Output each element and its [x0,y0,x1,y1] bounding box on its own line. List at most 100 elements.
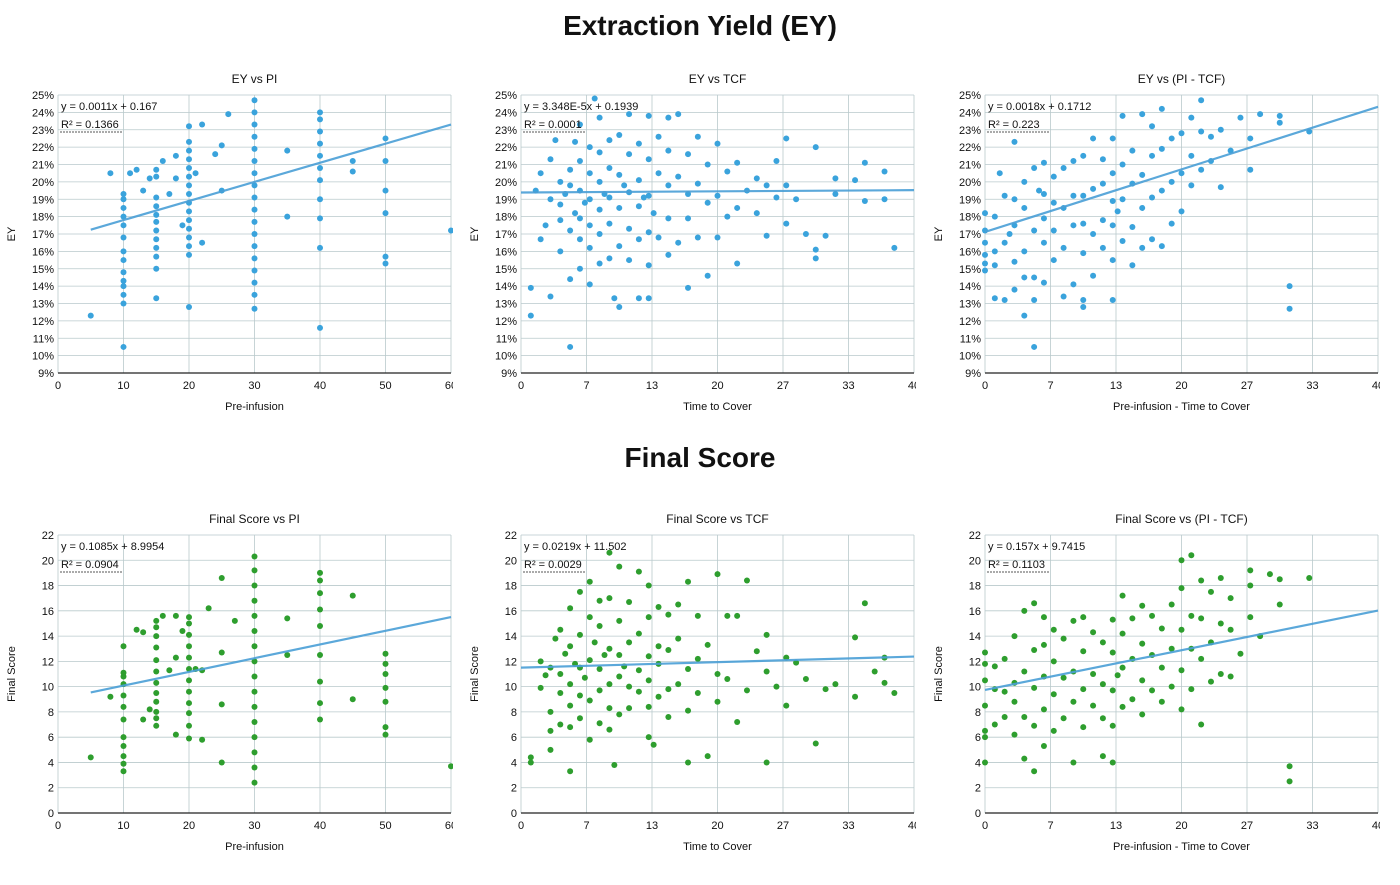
data-point [1109,222,1116,229]
y-tick-label: 18 [969,581,981,593]
data-point [225,111,232,118]
y-tick-label: 22% [495,142,517,154]
data-point [537,658,544,665]
data-point [1109,135,1116,142]
data-point [172,731,179,738]
x-tick-label: 40 [908,820,916,832]
data-point [1090,272,1097,279]
data-point [1188,552,1195,559]
data-point [1227,595,1234,602]
data-point [665,646,672,653]
data-point [635,177,642,184]
data-point [1050,658,1057,665]
x-tick-label: 7 [583,820,589,832]
data-point [1070,192,1077,199]
data-point [753,648,760,655]
data-point [153,295,160,302]
data-point [382,187,389,194]
data-point [382,660,389,667]
data-point [1188,686,1195,693]
data-point [635,688,642,695]
data-point [251,597,258,604]
y-tick-label: 21% [495,160,517,172]
data-point [645,192,652,199]
data-point [724,676,731,683]
data-point [199,239,206,246]
x-tick-label: 40 [908,380,916,392]
chart-title: EY vs PI [232,72,278,86]
data-point [665,686,672,693]
data-point [982,251,988,258]
data-point [665,114,672,121]
data-point [1139,602,1146,609]
data-point [317,140,323,147]
trend-equation: y = 0.0219x + 11.502 [524,541,627,553]
data-point [205,605,212,612]
data-point [675,601,682,608]
data-point [547,708,554,715]
data-point [1207,678,1214,685]
y-axis-label: EY [469,226,481,241]
data-point [284,147,291,154]
data-point [1276,576,1283,583]
data-point [153,657,160,664]
data-point [704,272,711,279]
y-tick-label: 24% [495,107,517,119]
data-point [832,681,839,688]
y-tick-label: 14 [969,631,981,643]
x-tick-label: 0 [518,380,524,392]
data-point [991,663,998,670]
data-point [1247,614,1254,621]
data-point [317,700,323,707]
data-point [783,220,790,227]
data-point [567,768,574,775]
data-point [616,617,623,624]
data-point [120,191,127,198]
data-point [1050,691,1057,698]
y-tick-label: 23% [959,125,981,137]
data-point [596,178,603,185]
x-tick-label: 0 [982,820,988,832]
y-tick-label: 10 [42,682,54,694]
data-point [576,631,583,638]
y-tick-label: 14 [42,631,54,643]
data-point [251,218,258,225]
data-point [557,671,564,677]
chart-ey-vs-pi-tcf: EY vs (PI - TCF) 9% 10% 11% 12% 13% 14% 15% 16% 1… [930,70,1380,445]
x-tick-label: 20 [183,380,195,392]
x-axis-label: Time to Cover [683,841,752,853]
data-point [586,578,593,585]
data-point [991,721,998,728]
data-point [251,628,258,635]
data-point [1011,258,1018,265]
data-point [1109,687,1116,694]
data-point [1286,778,1293,785]
data-point [186,123,192,130]
data-point [1139,171,1146,178]
data-point [675,111,682,118]
data-point [1119,196,1126,203]
y-tick-label: 18 [42,581,54,593]
data-point [1178,130,1185,137]
data-point [140,629,147,636]
data-point [1099,639,1106,646]
data-point [576,158,583,165]
data-point [251,305,258,312]
data-point [557,689,564,696]
data-point [685,215,692,222]
data-point [1090,702,1097,709]
data-point [153,708,160,715]
data-point [793,659,800,666]
data-point [982,759,988,766]
data-point [153,698,160,705]
data-point [153,668,160,675]
y-tick-label: 16 [969,606,981,618]
data-point [1119,237,1126,244]
data-point [1139,711,1146,718]
data-point [596,231,603,237]
data-point [562,650,569,657]
data-point [586,697,593,704]
data-point [1119,630,1126,637]
data-point [591,639,598,646]
chart-final-score-vs-pi: Final Score vs PI 0 2 4 6 8 10 12 14 16 18 20 22 0 10 2… [3,510,453,885]
